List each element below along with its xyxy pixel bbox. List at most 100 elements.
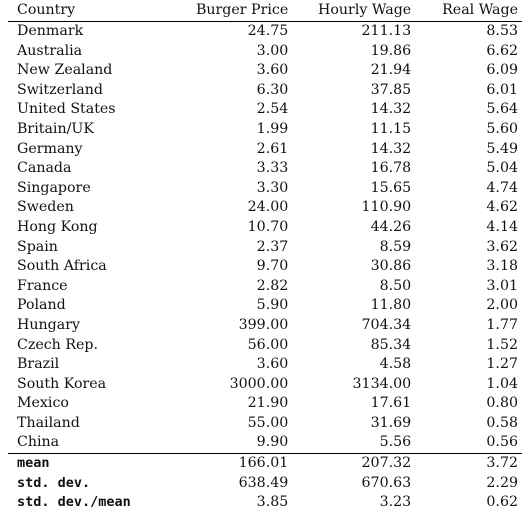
real-wage-cell: 0.80	[486, 395, 518, 412]
table-row: New Zealand 3.60 21.94 6.09	[8, 61, 522, 81]
real-wage-cell: 3.62	[486, 238, 518, 255]
hourly-wage-cell: 4.58	[379, 356, 412, 373]
real-wage-cell: 5.64	[486, 101, 518, 118]
real-wage-cell: 0.56	[486, 434, 518, 451]
real-wage-cell: 2.29	[486, 474, 518, 491]
hourly-wage-cell: 5.56	[379, 434, 412, 451]
table-row: Switzerland 6.30 37.85 6.01	[8, 81, 522, 101]
real-wage-cell: 1.77	[486, 316, 518, 333]
hourly-wage-cell: 670.63	[361, 474, 412, 491]
table-header-row: Country Burger Price Hourly Wage Real Wa…	[8, 0, 522, 22]
country-cell: Brazil	[17, 356, 60, 373]
burger-price-cell: 638.49	[238, 474, 289, 491]
real-wage-cell: 4.62	[486, 199, 518, 216]
country-cell: United States	[17, 101, 116, 118]
table-row: Britain/UK 1.99 11.15 5.60	[8, 120, 522, 140]
hourly-wage-cell: 16.78	[370, 160, 412, 177]
hourly-wage-cell: 21.94	[370, 62, 412, 79]
burger-price-cell: 56.00	[247, 336, 289, 353]
summary-label-cell: mean	[8, 453, 173, 474]
real-wage-cell: 1.52	[486, 336, 518, 353]
table-row: Czech Rep. 56.00 85.34 1.52	[8, 336, 522, 356]
country-cell: France	[17, 277, 68, 294]
real-wage-cell: 5.04	[486, 160, 518, 177]
table-row: Germany 2.61 14.32 5.49	[8, 140, 522, 160]
hourly-wage-cell: 8.59	[379, 238, 412, 255]
burger-price-cell: 3.30	[256, 179, 289, 196]
hourly-wage-cell: 44.26	[370, 218, 412, 235]
table-row: Hungary 399.00 704.34 1.77	[8, 316, 522, 336]
country-cell: Mexico	[17, 395, 69, 412]
table-row: Australia 3.00 19.86 6.62	[8, 42, 522, 62]
table-row: Brazil 3.60 4.58 1.27	[8, 355, 522, 375]
real-wage-cell: 4.74	[486, 179, 518, 196]
country-cell: Germany	[17, 140, 83, 157]
burger-price-cell: 5.90	[256, 297, 289, 314]
country-cell: Hungary	[17, 316, 80, 333]
burger-price-cell: 3000.00	[229, 375, 289, 392]
real-wage-cell: 1.04	[486, 375, 518, 392]
country-cell: South Africa	[17, 258, 107, 275]
country-cell: Britain/UK	[17, 120, 94, 137]
hourly-wage-cell: 19.86	[370, 42, 412, 59]
table-row: Poland 5.90 11.80 2.00	[8, 296, 522, 316]
burger-price-cell: 2.37	[256, 238, 289, 255]
column-header-country: Country	[17, 1, 76, 18]
table-row: United States 2.54 14.32 5.64	[8, 100, 522, 120]
burger-price-cell: 6.30	[256, 81, 289, 98]
hourly-wage-cell: 704.34	[361, 316, 412, 333]
country-cell: New Zealand	[17, 62, 113, 79]
hourly-wage-cell: 11.80	[370, 297, 412, 314]
statistics-table-container: Country Burger Price Hourly Wage Real Wa…	[8, 0, 522, 513]
burger-price-cell: 9.70	[256, 258, 289, 275]
burger-price-cell: 2.82	[256, 277, 289, 294]
table-row: France 2.82 8.50 3.01	[8, 277, 522, 297]
country-cell: Sweden	[17, 199, 74, 216]
real-wage-cell: 3.01	[486, 277, 518, 294]
country-cell: Australia	[17, 42, 83, 59]
table-row: Denmark 24.75 211.13 8.53	[8, 22, 522, 42]
hourly-wage-cell: 30.86	[370, 258, 412, 275]
burger-price-cell: 3.33	[256, 160, 289, 177]
hourly-wage-cell: 15.65	[370, 179, 412, 196]
real-wage-cell: 6.62	[486, 42, 518, 59]
column-header-real-wage: Real Wage	[442, 1, 518, 18]
real-wage-cell: 0.58	[486, 414, 518, 431]
summary-row: std. dev. 638.49 670.63 2.29	[8, 474, 522, 494]
summary-section: mean 166.01 207.32 3.72 std. dev. 638.49 670.6…	[8, 453, 522, 513]
country-cell: Thailand	[17, 414, 80, 431]
hourly-wage-cell: 31.69	[370, 414, 412, 431]
burger-price-cell: 3.85	[256, 494, 289, 511]
table-row: China 9.90 5.56 0.56	[8, 433, 522, 453]
burger-price-cell: 2.54	[256, 101, 289, 118]
summary-label-cell: std. dev.	[17, 474, 91, 491]
real-wage-cell: 3.72	[411, 453, 522, 474]
hourly-wage-cell: 11.15	[370, 120, 412, 137]
table-row: Hong Kong 10.70 44.26 4.14	[8, 218, 522, 238]
country-cell: Spain	[17, 238, 58, 255]
table-row: South Korea 3000.00 3134.00 1.04	[8, 375, 522, 395]
burger-price-cell: 1.99	[256, 120, 289, 137]
hourly-wage-cell: 211.13	[361, 23, 412, 39]
country-cell: Canada	[17, 160, 72, 177]
real-wage-cell: 4.14	[486, 218, 518, 235]
hourly-wage-cell: 37.85	[370, 81, 412, 98]
hourly-wage-cell: 8.50	[379, 277, 412, 294]
table-row: Thailand 55.00 31.69 0.58	[8, 414, 522, 434]
real-wage-cell: 1.27	[486, 356, 518, 373]
hourly-wage-cell: 17.61	[370, 395, 412, 412]
burger-price-cell: 55.00	[247, 414, 289, 431]
burger-price-cell: 9.90	[256, 434, 289, 451]
country-cell: South Korea	[17, 375, 107, 392]
real-wage-cell: 6.09	[486, 62, 518, 79]
real-wage-cell: 5.60	[486, 120, 518, 137]
hourly-wage-cell: 3134.00	[352, 375, 412, 392]
summary-label-cell: std. dev./mean	[17, 494, 131, 511]
country-cell: Denmark	[17, 23, 84, 39]
burger-price-cell: 2.61	[256, 140, 289, 157]
real-wage-cell: 8.53	[486, 23, 518, 39]
hourly-wage-cell: 14.32	[370, 101, 412, 118]
table-body: Denmark 24.75 211.13 8.53 Australia 3.00 19.86…	[8, 22, 522, 454]
burger-price-cell: 24.75	[247, 23, 289, 39]
burger-price-cell: 399.00	[238, 316, 289, 333]
